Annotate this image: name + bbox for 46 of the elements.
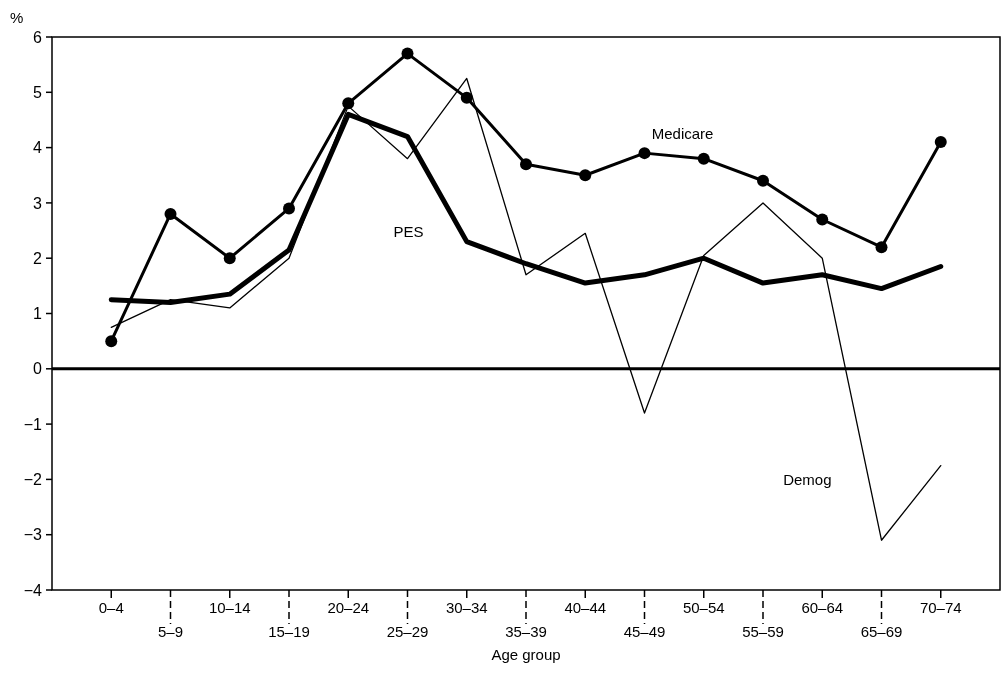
y-tick-label: 3 [33, 194, 43, 212]
x-axis-title: Age group [491, 646, 561, 663]
point [283, 202, 295, 215]
x-tick-label: 15–19 [268, 623, 310, 641]
x-tick-label: 5–9 [157, 623, 184, 641]
y-tick-label: 2 [33, 249, 43, 267]
x-tick-label: 40–44 [564, 599, 607, 617]
point [875, 241, 888, 254]
point [223, 252, 236, 265]
y-tick-label: −2 [23, 471, 43, 488]
x-tick-label: 65–69 [860, 623, 903, 641]
x-tick-label: 10–14 [208, 599, 251, 617]
point [164, 207, 177, 220]
y-tick-label: 6 [33, 28, 43, 46]
y-tick-label: 5 [33, 83, 43, 101]
x-tick-label: 0–4 [98, 599, 124, 617]
y-tick-label: −3 [23, 526, 43, 544]
x-tick-label: 60–64 [801, 599, 844, 617]
x-tick-label: 45–49 [623, 623, 666, 641]
x-tick-label: 25–29 [386, 623, 429, 641]
y-tick-label: 0 [33, 360, 43, 378]
y-tick-label: −1 [23, 415, 43, 433]
point [638, 147, 651, 160]
series-label: PES [393, 222, 424, 240]
x-tick-label: 55–59 [742, 623, 784, 641]
x-tick-label: 70–74 [919, 599, 962, 617]
point [579, 169, 592, 182]
y-tick-label: 4 [33, 139, 43, 157]
point [520, 158, 532, 171]
x-tick-label: 20–24 [327, 599, 370, 617]
point [401, 47, 414, 60]
text: Demog [783, 471, 832, 489]
point [757, 174, 769, 187]
y-axis-title: % [10, 9, 24, 26]
point [105, 335, 118, 348]
x-tick-label: 50–54 [682, 599, 725, 617]
point [816, 213, 829, 226]
x-tick-label: 35–39 [505, 623, 547, 641]
point [460, 91, 473, 104]
y-tick-label: 1 [33, 305, 43, 323]
y-tick-label: −4 [23, 581, 43, 599]
x-tick-label: 30–34 [445, 599, 488, 617]
point [697, 152, 710, 165]
series-label: Medicare [651, 124, 714, 142]
point [342, 97, 355, 110]
point [934, 136, 947, 149]
